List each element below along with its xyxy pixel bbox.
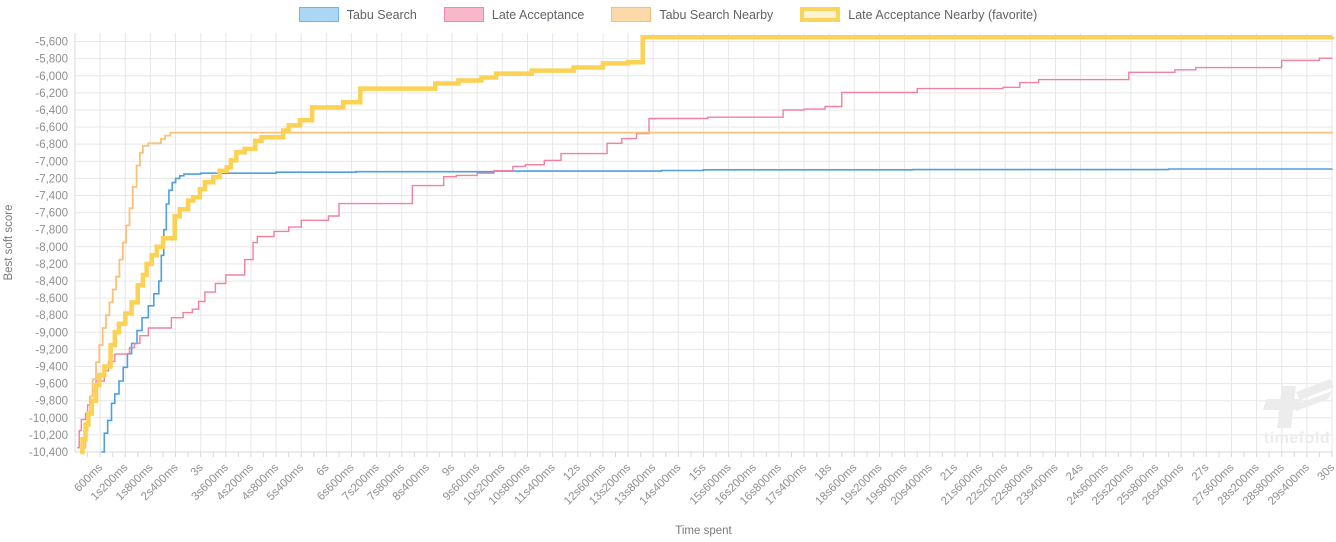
y-tick-label: -7,600 <box>35 208 68 220</box>
x-tick-label: 21s <box>938 461 960 483</box>
y-tick-label: -7,400 <box>35 190 68 202</box>
y-tick-label: -8,400 <box>35 276 68 288</box>
legend-item-tabu-search-nearby[interactable]: Tabu Search Nearby <box>611 7 773 22</box>
legend-label: Tabu Search <box>346 7 417 22</box>
y-tick-label: -9,600 <box>35 379 68 391</box>
legend-item-late-acceptance[interactable]: Late Acceptance <box>443 7 585 22</box>
x-tick-label: 18s <box>813 461 835 483</box>
legend-label: Late Acceptance Nearby (favorite) <box>848 7 1038 22</box>
y-tick-label: -9,800 <box>35 396 68 408</box>
legend-swatch-tabu-search <box>298 7 339 22</box>
y-tick-label: -6,000 <box>35 71 68 83</box>
legend-swatch-late-acceptance-nearby-favorite <box>800 7 841 22</box>
y-tick-label: -10,000 <box>29 413 68 425</box>
y-tick-label: -8,200 <box>35 259 68 271</box>
x-tick-label: 27s <box>1190 461 1212 483</box>
x-tick-label: 30s <box>1316 461 1336 483</box>
x-tick-label: 9s <box>440 461 457 478</box>
y-tick-label: -8,600 <box>35 293 68 305</box>
x-tick-label: 15s <box>687 461 709 483</box>
legend-item-late-acceptance-nearby-favorite[interactable]: Late Acceptance Nearby (favorite) <box>800 7 1037 22</box>
series-lines <box>77 35 1335 455</box>
watermark-text: timefold <box>1264 430 1330 447</box>
y-tick-label: -6,400 <box>35 105 68 117</box>
legend-item-tabu-search[interactable]: Tabu Search <box>298 7 417 22</box>
x-axis-title: Time spent <box>675 525 732 537</box>
y-tick-label: -5,600 <box>35 37 68 49</box>
x-tick-label: 12s <box>561 461 583 483</box>
y-tick-label: -6,800 <box>35 139 68 151</box>
legend-swatch-tabu-search-nearby <box>611 7 652 22</box>
timefold-logo-icon <box>1296 379 1334 400</box>
y-tick-label: -8,800 <box>35 310 68 322</box>
y-tick-label: -7,800 <box>35 225 68 237</box>
gridlines <box>75 33 1333 453</box>
y-tick-label: -7,000 <box>35 156 68 168</box>
x-tick-label: 24s <box>1064 461 1086 483</box>
y-tick-label: -6,600 <box>35 122 68 134</box>
series-line-tabu-search <box>101 168 1333 453</box>
axes <box>74 33 1333 457</box>
y-tick-label: -5,800 <box>35 54 68 66</box>
y-tick-label: -8,000 <box>35 242 68 254</box>
y-tick-label: -10,400 <box>29 447 68 459</box>
y-tick-label: -9,000 <box>35 327 68 339</box>
y-axis-title: Best soft score <box>3 204 15 280</box>
x-tick-label: 3s <box>189 461 206 478</box>
timefold-logo-icon <box>1296 391 1332 411</box>
chart-legend: Tabu Search Late Acceptance Tabu Search Ne… <box>0 7 1336 22</box>
axis-labels: -5,600 -5,800 -6,000 -6,200 -6,400 -6,600 -6,8… <box>29 37 1336 508</box>
y-tick-label: -9,400 <box>35 361 68 373</box>
legend-label: Tabu Search Nearby <box>659 7 774 22</box>
series-line-late-acceptance-nearby-favorite <box>80 35 1335 455</box>
y-tick-label: -6,200 <box>35 88 68 100</box>
timefold-watermark: timefold <box>1263 379 1334 447</box>
y-tick-label: -10,200 <box>29 430 68 442</box>
series-line-tabu-search-nearby <box>83 131 1333 449</box>
y-tick-label: -7,200 <box>35 173 68 185</box>
legend-swatch-late-acceptance <box>443 7 484 22</box>
series-line-late-acceptance <box>77 57 1333 449</box>
legend-label: Late Acceptance <box>491 7 585 22</box>
x-tick-label: 6s <box>314 461 331 478</box>
timefold-logo-icon <box>1277 386 1296 428</box>
y-tick-label: -9,200 <box>35 344 68 356</box>
